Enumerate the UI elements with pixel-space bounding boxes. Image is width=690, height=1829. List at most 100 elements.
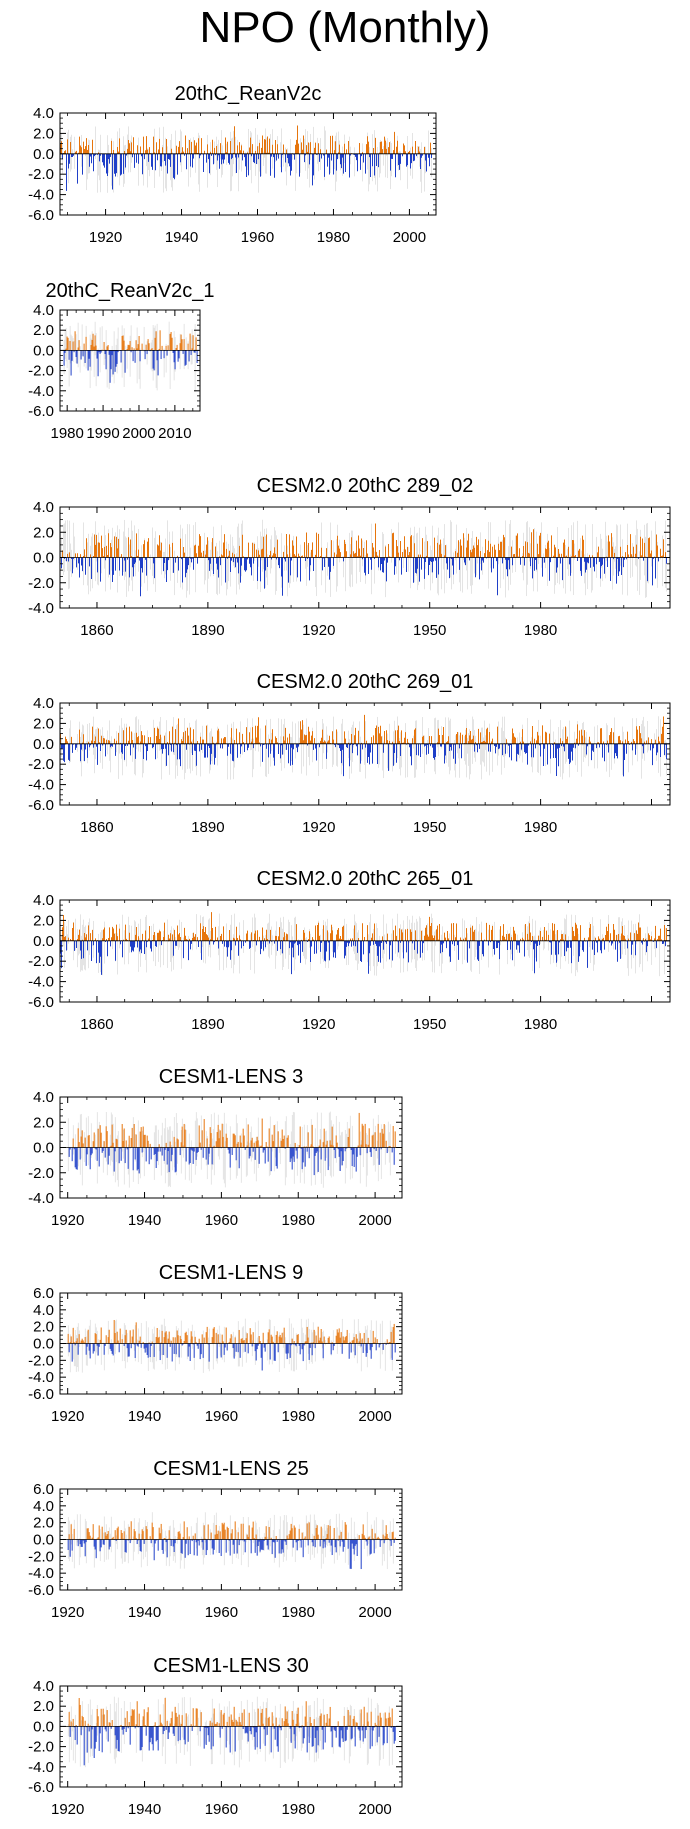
y-tick-label: -2.0 — [28, 953, 54, 970]
x-tick-label: 1920 — [89, 229, 122, 246]
x-tick-label: 2000 — [393, 229, 426, 246]
panel-title: 20thC_ReanV2c — [175, 83, 322, 105]
chart-panel-5: CESM2.0 20thC 265_01 4.0 2.0 0.0 -2.0 -4.0 -6.… — [28, 868, 671, 1033]
y-tick-label: 6.0 — [33, 1285, 54, 1302]
x-tick-label: 1920 — [302, 622, 335, 639]
y-tick-label: 2.0 — [33, 524, 54, 541]
y-tick-label: -2.0 — [28, 1165, 54, 1182]
x-tick-label: 1950 — [413, 622, 446, 639]
y-tick-label: 2.0 — [33, 1114, 54, 1131]
x-tick-label: 1920 — [51, 1212, 84, 1229]
chart-panel-2: 20thC_ReanV2c_14.0 2.0 0.0 -2.0 -4.0 -6.0 1980… — [28, 280, 214, 442]
y-tick-label: -6.0 — [28, 403, 54, 420]
x-tick-label: 1920 — [302, 819, 335, 836]
x-tick-label: 1980 — [317, 229, 350, 246]
positive-bars — [62, 912, 667, 941]
negative-bars — [63, 350, 198, 383]
y-tick-label: -6.0 — [28, 207, 54, 224]
y-tick-label: 0.0 — [33, 146, 54, 163]
y-tick-label: -2.0 — [28, 575, 54, 592]
panel-title: CESM2.0 20thC 289_02 — [257, 475, 474, 497]
y-tick-label: -6.0 — [28, 1386, 54, 1403]
chart-panel-3: CESM2.0 20thC 289_02 4.0 2.0 0.0 -2.0 -4.0 186… — [28, 475, 671, 639]
positive-bars — [65, 330, 197, 351]
positive-bars — [60, 125, 431, 154]
x-tick-label: 1940 — [165, 229, 198, 246]
y-tick-label: 2.0 — [33, 322, 54, 339]
y-tick-label: 0.0 — [33, 736, 54, 753]
positive-bars — [72, 1112, 396, 1148]
y-tick-label: 2.0 — [33, 912, 54, 929]
y-tick-label: 0.0 — [33, 342, 54, 359]
x-tick-label: 1860 — [80, 1016, 113, 1033]
x-tick-label: 1980 — [282, 1212, 315, 1229]
envelope-series — [67, 1318, 393, 1373]
panel-title: 20thC_ReanV2c_1 — [45, 280, 214, 302]
y-tick-label: -2.0 — [28, 363, 54, 380]
positive-bars — [60, 523, 666, 558]
negative-bars — [60, 940, 666, 975]
y-tick-label: -4.0 — [28, 1369, 54, 1386]
negative-bars — [62, 153, 433, 191]
x-tick-label: 1920 — [302, 1016, 335, 1033]
chart-panel-7: CESM1-LENS 96.04.02.00.0-2.0-4.0-6.01920… — [28, 1262, 403, 1425]
y-tick-label: 0.0 — [33, 1140, 54, 1157]
x-tick-label: 1980 — [524, 622, 557, 639]
chart-panel-1: 20thC_ReanV2c 4.0 2.0 0.0 -2.0 -4.0 -6.0 1920 19… — [28, 83, 437, 246]
y-tick-label: 4.0 — [33, 302, 54, 319]
chart-panel-4: CESM2.0 20thC 269_01 4.0 2.0 0.0 -2.0 -4.0 -6.… — [28, 671, 671, 836]
y-tick-label: 4.0 — [33, 695, 54, 712]
y-tick-label: -4.0 — [28, 383, 54, 400]
y-tick-label: 4.0 — [33, 499, 54, 516]
panel-title: CESM1-LENS 9 — [159, 1262, 304, 1284]
y-tick-label: -2.0 — [28, 166, 54, 183]
panel-title: CESM2.0 20thC 269_01 — [257, 671, 474, 693]
y-tick-label: -4.0 — [28, 187, 54, 204]
x-tick-label: 1980 — [524, 1016, 557, 1033]
chart-panel-6: CESM1-LENS 3 4.0 2.0 0.0 -2.0 -4.0 1920 1940 196… — [28, 1066, 403, 1229]
positive-bars — [60, 714, 664, 744]
x-tick-label: 1960 — [205, 1212, 238, 1229]
y-tick-label: 4.0 — [33, 892, 54, 909]
y-tick-label: 4.0 — [33, 105, 54, 122]
x-tick-label: 1890 — [191, 1016, 224, 1033]
x-tick-label: 1890 — [191, 622, 224, 639]
y-tick-label: -4.0 — [28, 600, 54, 617]
y-tick-label: -6.0 — [28, 797, 54, 814]
x-tick-label: 1860 — [80, 819, 113, 836]
x-tick-label: 1950 — [413, 819, 446, 836]
y-tick-label: 2.0 — [33, 715, 54, 732]
negative-bars — [67, 1147, 395, 1176]
panel-title: CESM2.0 20thC 265_01 — [257, 868, 474, 890]
y-tick-label: -4.0 — [28, 777, 54, 794]
y-tick-label: -4.0 — [28, 1190, 54, 1207]
negative-bars — [61, 743, 667, 777]
y-tick-label: -2.0 — [28, 1352, 54, 1369]
x-tick-label: 1980 — [524, 819, 557, 836]
figure-title: NPO (Monthly) — [199, 3, 491, 52]
x-tick-label: 2000 — [358, 1212, 391, 1229]
y-tick-label: 2.0 — [33, 125, 54, 142]
y-tick-label: 0.0 — [33, 1336, 54, 1353]
y-tick-label: -4.0 — [28, 974, 54, 991]
x-tick-label: 2000 — [122, 425, 155, 442]
y-tick-label: 4.0 — [33, 1089, 54, 1106]
y-tick-label: 4.0 — [33, 1302, 54, 1319]
y-tick-label: -6.0 — [28, 994, 54, 1011]
x-tick-label: 1960 — [241, 229, 274, 246]
x-tick-label: 1950 — [413, 1016, 446, 1033]
x-tick-label: 1890 — [191, 819, 224, 836]
y-tick-label: 2.0 — [33, 1319, 54, 1336]
x-tick-label: 1860 — [80, 622, 113, 639]
panel-title: CESM1-LENS 3 — [159, 1066, 304, 1088]
y-tick-label: -2.0 — [28, 756, 54, 773]
x-tick-label: 1990 — [86, 425, 119, 442]
envelope-series — [60, 519, 667, 598]
x-tick-label: 1980 — [50, 425, 83, 442]
x-tick-label: 2010 — [158, 425, 191, 442]
y-tick-label: 0.0 — [33, 550, 54, 567]
positive-bars — [67, 1319, 395, 1344]
x-tick-label: 1940 — [128, 1212, 161, 1229]
y-tick-label: 0.0 — [33, 933, 54, 950]
